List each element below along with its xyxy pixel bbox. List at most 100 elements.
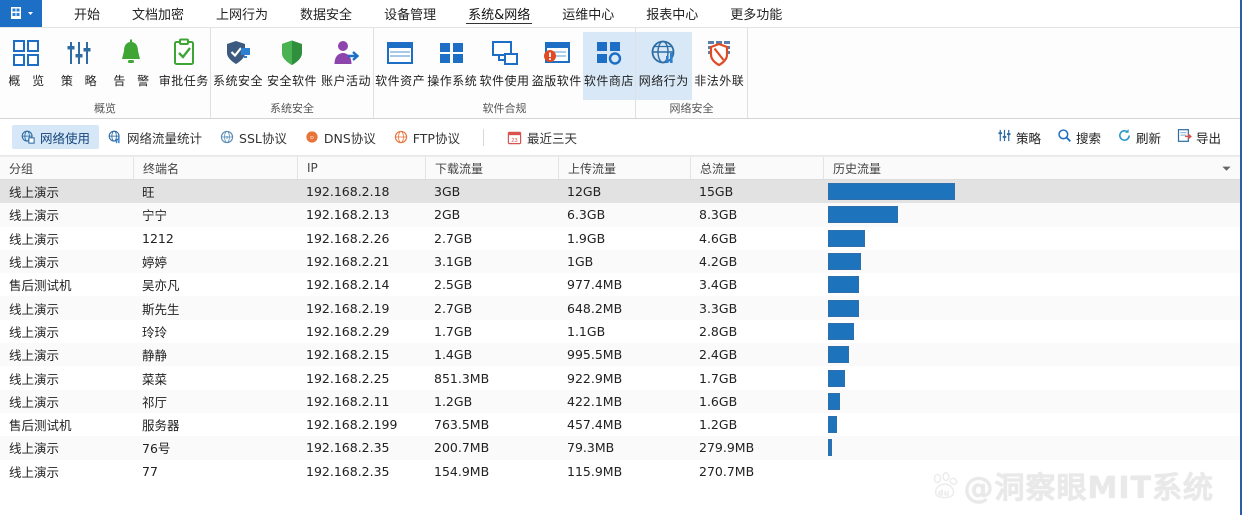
ribbon-item-illegal-external-connection[interactable]: 非法外联: [692, 32, 748, 100]
toolbar-actions: 策略 搜索 刷新: [990, 125, 1240, 150]
ribbon-item-alert[interactable]: 告 警: [105, 32, 158, 100]
menu-item-6[interactable]: 运维中心: [546, 0, 630, 27]
table-row[interactable]: 线上演示 静静 192.168.2.15 1.4GB 995.5MB 2.4GB: [0, 343, 1240, 367]
column-header-total-traffic[interactable]: 总流量: [690, 157, 823, 179]
table-row[interactable]: 线上演示 1212 192.168.2.26 2.7GB 1.9GB 4.6GB: [0, 226, 1240, 250]
menu-item-1[interactable]: 文档加密: [116, 0, 200, 27]
cell-terminal: 玲玲: [142, 324, 168, 340]
column-header-terminal-name[interactable]: 终端名: [133, 157, 297, 179]
cell-total: 4.2GB: [699, 254, 738, 270]
menu-item-2[interactable]: 上网行为: [200, 0, 284, 27]
ribbon-item-label: 网络行为: [638, 74, 689, 88]
cell-upload: 648.2MB: [567, 300, 623, 316]
column-header-download-traffic[interactable]: 下载流量: [425, 157, 558, 179]
table-row[interactable]: 线上演示 菜菜 192.168.2.25 851.3MB 922.9MB 1.7GB: [0, 366, 1240, 390]
ribbon-item-policy[interactable]: 策 略: [53, 32, 106, 100]
svg-text:du: du: [937, 487, 949, 497]
ribbon-item-software-store[interactable]: 软件商店: [582, 32, 636, 100]
table-row[interactable]: 线上演示 77 192.168.2.35 154.9MB 115.9MB 270.7MB: [0, 459, 1240, 483]
export-button[interactable]: 导出: [1170, 125, 1228, 150]
cell-ip: 192.168.2.14: [306, 277, 390, 293]
search-icon: [1057, 128, 1072, 146]
ribbon-item-overview[interactable]: 概 览: [0, 32, 53, 100]
cell-download: 2GB: [434, 207, 461, 223]
ssl-icon: S: [220, 130, 234, 144]
ribbon-item-approval-task[interactable]: 审批任务: [158, 32, 211, 100]
cell-ip: 192.168.2.19: [306, 300, 390, 316]
history-traffic-bar: [828, 322, 854, 340]
shield-monitor-icon: [223, 36, 253, 70]
sliders-icon: [64, 36, 94, 70]
ribbon-item-label: 盗版软件: [531, 74, 582, 88]
app-menu-button[interactable]: [0, 0, 42, 27]
ribbon-item-pirated-software[interactable]: 盗版软件: [531, 32, 583, 100]
cell-terminal: 婷婷: [142, 255, 168, 271]
cell-ip: 192.168.2.199: [306, 417, 398, 433]
cell-group: 线上演示: [9, 185, 60, 201]
cell-total: 15GB: [699, 184, 734, 200]
cell-upload: 457.4MB: [567, 417, 623, 433]
column-header-history-traffic[interactable]: 历史流量: [823, 157, 1240, 179]
refresh-button[interactable]: 刷新: [1110, 125, 1168, 150]
cell-upload: 1.1GB: [567, 323, 606, 339]
ribbon-item-security-software[interactable]: 安全软件: [265, 32, 319, 100]
calendar-icon: 23: [507, 130, 522, 145]
ribbon-group-overview: 概 览 策 略: [0, 28, 210, 118]
menu-item-8[interactable]: 更多功能: [714, 0, 798, 27]
ribbon-item-label: 软件使用: [479, 74, 530, 88]
cell-total: 2.4GB: [699, 347, 738, 363]
cell-total: 270.7MB: [699, 463, 755, 479]
column-chooser-button[interactable]: [1221, 157, 1232, 179]
cell-group: 线上演示: [9, 231, 60, 247]
table-row[interactable]: 线上演示 76号 192.168.2.35 200.7MB 79.3MB 279.9MB: [0, 436, 1240, 460]
tab-ssl-protocol[interactable]: S SSL协议: [211, 125, 296, 149]
menu-item-4[interactable]: 设备管理: [368, 0, 452, 27]
menu-item-3[interactable]: 数据安全: [284, 0, 368, 27]
menu-item-7[interactable]: 报表中心: [630, 0, 714, 27]
table-row[interactable]: 线上演示 宁宁 192.168.2.13 2GB 6.3GB 8.3GB: [0, 203, 1240, 227]
date-filter-recent-three-days[interactable]: 23 最近三天: [498, 125, 586, 149]
table-row[interactable]: 线上演示 旺 192.168.2.18 3GB 12GB 15GB: [0, 180, 1240, 204]
search-button[interactable]: 搜索: [1050, 125, 1108, 150]
table-row[interactable]: 线上演示 斯先生 192.168.2.19 2.7GB 648.2MB 3.3GB: [0, 296, 1240, 320]
tab-dns-protocol[interactable]: D DNS协议: [296, 125, 385, 149]
store-tiles-icon: [594, 36, 624, 70]
cell-terminal: 宁宁: [142, 208, 168, 224]
policy-button[interactable]: 策略: [990, 125, 1048, 150]
cell-download: 1.2GB: [434, 393, 473, 409]
cell-group: 线上演示: [9, 324, 60, 340]
ribbon-item-network-behavior[interactable]: 网络行为: [636, 32, 692, 100]
ribbon-item-software-assets[interactable]: 软件资产: [374, 32, 426, 100]
cell-upload: 1GB: [567, 254, 594, 270]
column-header-ip[interactable]: IP: [297, 157, 425, 179]
table-row[interactable]: 线上演示 祁厅 192.168.2.11 1.2GB 422.1MB 1.6GB: [0, 389, 1240, 413]
window-icon: [385, 36, 415, 70]
menu-label: 更多功能: [730, 8, 783, 23]
tab-ftp-protocol[interactable]: FTP协议: [385, 125, 469, 149]
tab-network-traffic-stats[interactable]: 网络流量统计: [99, 125, 211, 149]
ribbon-item-label: 软件商店: [583, 74, 634, 88]
ribbon-toolbar: 概 览 策 略: [0, 28, 1240, 119]
table-row[interactable]: 售后测试机 吴亦凡 192.168.2.14 2.5GB 977.4MB 3.4GB: [0, 273, 1240, 297]
cell-upload: 977.4MB: [567, 277, 623, 293]
column-header-upload-traffic[interactable]: 上传流量: [558, 157, 690, 179]
history-traffic-bar: [828, 392, 840, 410]
ribbon-item-software-usage[interactable]: 软件使用: [478, 32, 530, 100]
ribbon-item-system-security[interactable]: 系统安全: [211, 32, 265, 100]
menu-label: 运维中心: [562, 8, 615, 23]
ribbon-item-account-activity[interactable]: 账户活动: [319, 32, 373, 100]
cell-upload: 422.1MB: [567, 393, 623, 409]
table-row[interactable]: 线上演示 玲玲 192.168.2.29 1.7GB 1.1GB 2.8GB: [0, 319, 1240, 344]
table-row[interactable]: 线上演示 婷婷 192.168.2.21 3.1GB 1GB 4.2GB: [0, 249, 1240, 274]
menu-item-5[interactable]: 系统&网络: [452, 0, 546, 27]
column-header-group[interactable]: 分组: [9, 161, 34, 176]
ribbon-item-operating-system[interactable]: 操作系统: [426, 32, 478, 100]
windows-tiles-icon: [437, 36, 467, 70]
menu-item-0[interactable]: 开始: [58, 0, 116, 27]
ftp-icon: [394, 130, 408, 144]
cell-total: 1.7GB: [699, 370, 738, 386]
tab-network-usage[interactable]: 网络使用: [12, 125, 100, 149]
cell-history-traffic: [823, 366, 1240, 389]
table-row[interactable]: 售后测试机 服务器 192.168.2.199 763.5MB 457.4MB 1.2GB: [0, 412, 1240, 437]
